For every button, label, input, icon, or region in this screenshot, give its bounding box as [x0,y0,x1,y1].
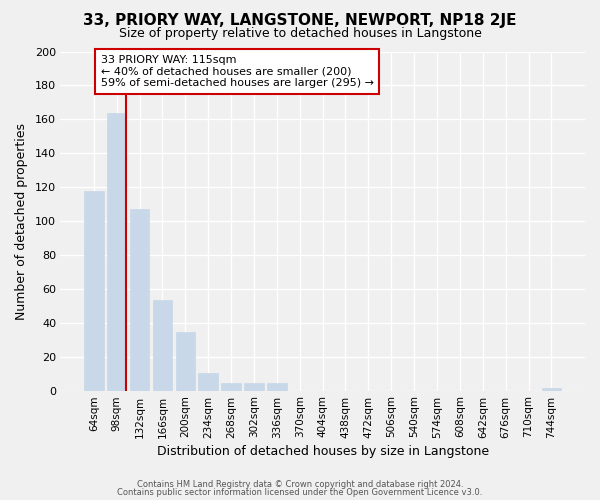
Bar [176,332,195,392]
Bar [130,210,149,392]
Text: Size of property relative to detached houses in Langstone: Size of property relative to detached ho… [119,28,481,40]
Bar [153,300,172,392]
Y-axis label: Number of detached properties: Number of detached properties [15,123,28,320]
Bar [244,383,264,392]
Text: 33, PRIORY WAY, LANGSTONE, NEWPORT, NP18 2JE: 33, PRIORY WAY, LANGSTONE, NEWPORT, NP18… [83,12,517,28]
Text: Contains HM Land Registry data © Crown copyright and database right 2024.: Contains HM Land Registry data © Crown c… [137,480,463,489]
Text: Contains public sector information licensed under the Open Government Licence v3: Contains public sector information licen… [118,488,482,497]
X-axis label: Distribution of detached houses by size in Langstone: Distribution of detached houses by size … [157,444,488,458]
Bar [542,388,561,392]
Bar [221,383,241,392]
Text: 33 PRIORY WAY: 115sqm
← 40% of detached houses are smaller (200)
59% of semi-det: 33 PRIORY WAY: 115sqm ← 40% of detached … [101,55,374,88]
Bar [107,112,127,392]
Bar [267,383,287,392]
Bar [84,191,104,392]
Bar [199,372,218,392]
